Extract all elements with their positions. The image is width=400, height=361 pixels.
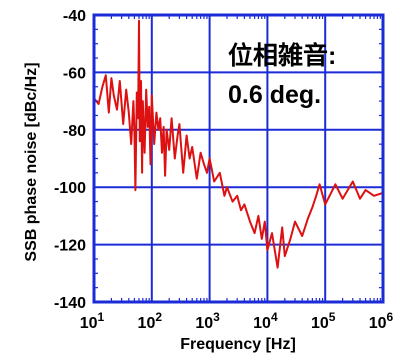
- x-tick-label: 101: [80, 310, 105, 332]
- y-tick-label: -40: [63, 8, 86, 25]
- annotation-line2: 0.6 deg.: [228, 81, 321, 109]
- x-tick-label: 105: [311, 310, 336, 332]
- y-tick-label: -140: [54, 295, 86, 312]
- y-tick-label: -100: [54, 180, 86, 197]
- x-tick-label: 102: [138, 310, 163, 332]
- y-tick-label: -60: [63, 65, 86, 82]
- x-tick-label: 106: [369, 310, 394, 332]
- phase-noise-series-line: [93, 19, 384, 269]
- x-tick-label: 103: [195, 310, 220, 332]
- series-layer: [93, 19, 384, 269]
- x-axis-label: Frequency [Hz]: [180, 336, 296, 353]
- y-axis-label: SSB phase noise [dBc/Hz]: [23, 62, 40, 261]
- x-tick-label: 104: [253, 310, 278, 332]
- y-tick-label: -120: [54, 238, 86, 255]
- tick-label-layer: -140 -120 -100 -80 -60 -40 101 102 103 104 105 106: [54, 8, 394, 332]
- annotation-line1: 位相雑音:: [228, 41, 336, 70]
- y-tick-label: -80: [63, 123, 86, 140]
- plot-frame-layer: [92, 13, 385, 304]
- plot-frame: [92, 13, 385, 304]
